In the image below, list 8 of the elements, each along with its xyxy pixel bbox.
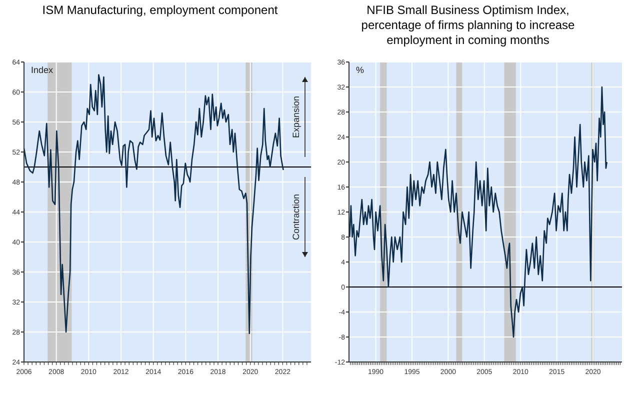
line-series [349, 86, 608, 338]
y-axis-title: Index [31, 65, 54, 75]
annotation: Expansion [291, 96, 301, 138]
annotation: Contraction [291, 194, 301, 240]
chart-title: NFIB Small Business Optimism Index, percentage of firms planning to increase employment in coming months [361, 3, 576, 47]
line-series [23, 74, 284, 334]
y-axis-title: % [356, 65, 364, 75]
chart-title: ISM Manufacturing, employment component [42, 3, 278, 17]
